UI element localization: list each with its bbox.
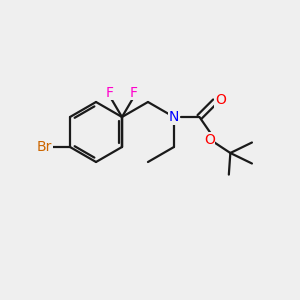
Text: Br: Br (37, 140, 52, 154)
Text: N: N (169, 110, 179, 124)
Text: F: F (130, 85, 138, 100)
Text: O: O (215, 93, 226, 107)
Text: O: O (204, 133, 215, 147)
Text: F: F (106, 85, 114, 100)
